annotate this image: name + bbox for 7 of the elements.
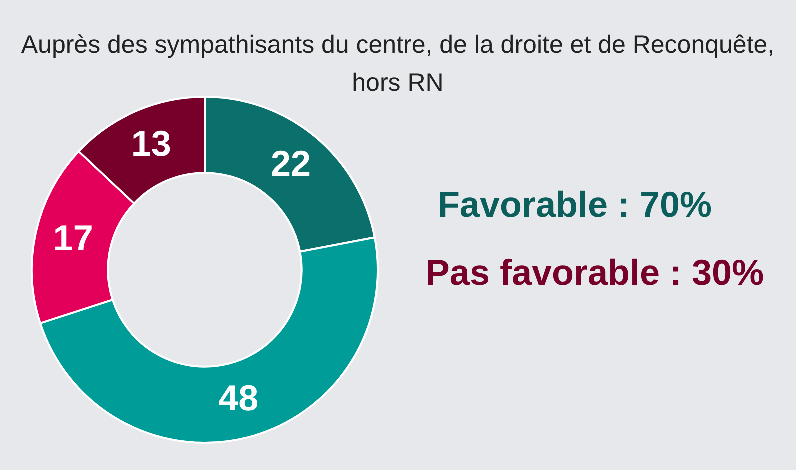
text: Favorable : 70% <box>436 184 714 226</box>
data-label: 48 <box>218 378 259 419</box>
text: Pas favorable : 30% <box>424 252 766 294</box>
data-label: 13 <box>131 123 172 164</box>
data-label: 22 <box>270 142 312 184</box>
chart-title: Auprès des sympathisants du centre, de la droite et de Reconquête, hors RN <box>20 30 776 99</box>
data-label: 17 <box>53 217 94 258</box>
